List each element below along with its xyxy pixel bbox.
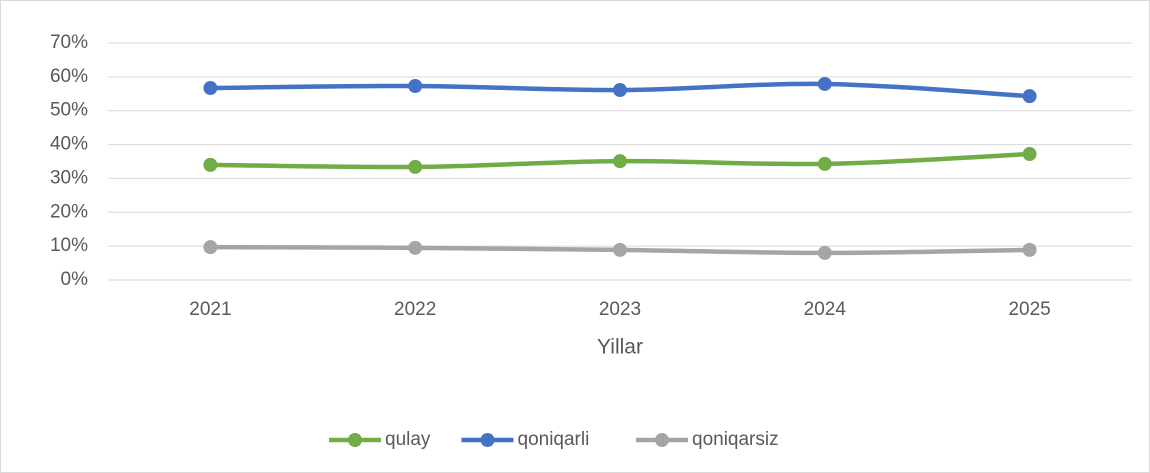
legend-label: qoniqarsiz	[692, 429, 779, 450]
y-tick-label: 60%	[50, 66, 88, 87]
x-tick-label: 2025	[1008, 299, 1050, 320]
legend-marker	[480, 433, 495, 447]
legend-marker	[655, 433, 669, 447]
y-tick-label: 0%	[61, 269, 89, 290]
data-point	[203, 81, 218, 96]
y-tick-label: 50%	[50, 100, 88, 121]
data-point	[1022, 147, 1037, 162]
data-point	[613, 83, 627, 98]
x-axis-title: Yillar	[597, 336, 643, 359]
y-tick-label: 20%	[50, 201, 88, 222]
x-tick-label: 2021	[189, 299, 231, 320]
data-point	[203, 157, 218, 172]
data-point	[613, 242, 627, 257]
data-point	[408, 159, 423, 174]
x-tick-label: 2024	[804, 299, 847, 320]
legend-label: qoniqarli	[518, 429, 590, 450]
data-point	[817, 245, 832, 260]
y-tick-label: 10%	[50, 235, 88, 256]
y-tick-label: 70%	[50, 32, 88, 53]
x-tick-label: 2022	[394, 299, 436, 320]
y-tick-label: 40%	[50, 134, 88, 155]
data-point	[1022, 89, 1037, 104]
data-point	[203, 240, 218, 255]
data-point	[613, 154, 627, 169]
data-point	[817, 76, 832, 91]
data-point	[408, 240, 423, 255]
legend-label: qulay	[385, 429, 431, 450]
data-point	[1022, 242, 1037, 257]
y-tick-label: 30%	[50, 167, 88, 188]
data-point	[408, 78, 423, 93]
x-tick-label: 2023	[599, 299, 641, 320]
legend-marker	[348, 433, 362, 447]
data-point	[817, 156, 832, 171]
